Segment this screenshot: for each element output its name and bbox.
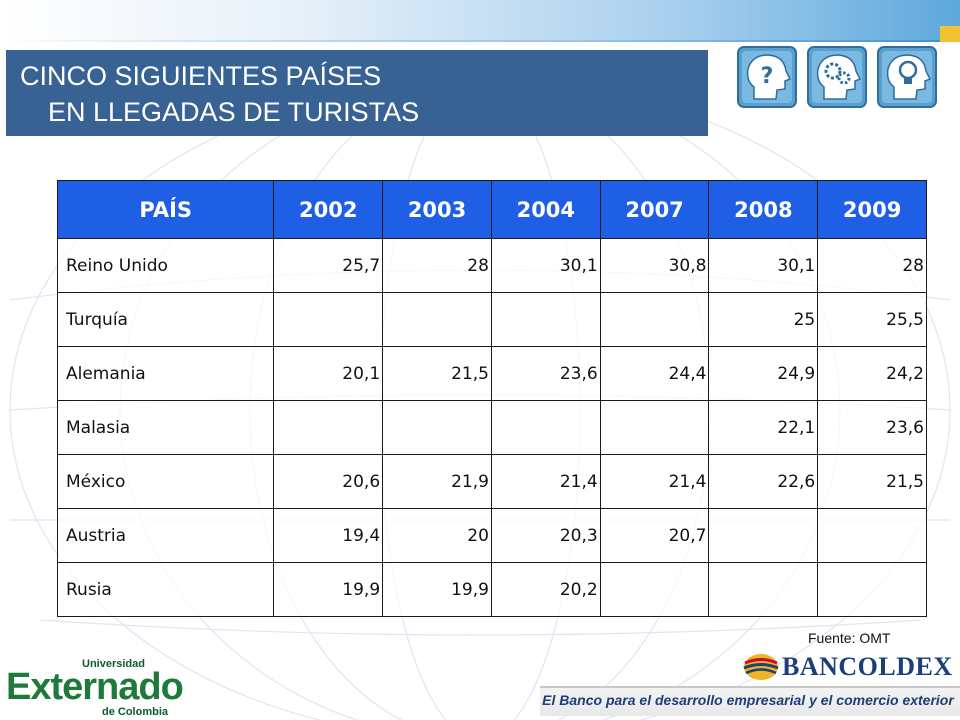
table-header-row: PAÍS 2002 2003 2004 2007 2008 2009 (56, 180, 927, 239)
value-cell (599, 292, 710, 347)
table-row: Alemania 20,1 21,5 23,6 24,4 24,9 24,2 (56, 346, 927, 401)
value-cell: 24,2 (817, 346, 927, 401)
header-2009: 2009 (817, 180, 927, 239)
source-note: Fuente: OMT (808, 630, 891, 646)
value-cell: 20,1 (273, 346, 384, 401)
value-cell (599, 400, 710, 455)
table-row: Rusia 19,9 19,9 20,2 (56, 562, 927, 617)
value-cell: 19,9 (273, 562, 384, 617)
value-cell: 23,6 (817, 400, 927, 455)
value-cell: 25 (708, 292, 819, 347)
value-cell: 22,6 (708, 454, 819, 509)
value-cell: 22,1 (708, 400, 819, 455)
value-cell: 21,9 (382, 454, 492, 509)
value-cell (490, 400, 601, 455)
svg-text:?: ? (761, 64, 774, 89)
externado-logo: Universidad Externado de Colombia (6, 658, 196, 720)
country-cell: México (56, 454, 275, 509)
value-cell: 20 (382, 508, 492, 563)
table-row: Malasia 22,1 23,6 (56, 400, 927, 455)
value-cell: 28 (817, 238, 927, 293)
country-cell: Austria (56, 508, 275, 563)
gears-head-icon (807, 46, 867, 108)
header-2007: 2007 (599, 180, 710, 239)
table-row: Austria 19,4 20 20,3 20,7 (56, 508, 927, 563)
header-2002: 2002 (273, 180, 384, 239)
tourist-arrivals-table: PAÍS 2002 2003 2004 2007 2008 2009 Reino… (56, 180, 927, 617)
value-cell: 20,2 (490, 562, 601, 617)
value-cell: 24,4 (599, 346, 710, 401)
value-cell: 30,1 (708, 238, 819, 293)
country-cell: Alemania (56, 346, 275, 401)
header-gradient-strip (0, 0, 960, 42)
value-cell (817, 508, 927, 563)
value-cell: 24,9 (708, 346, 819, 401)
value-cell: 21,5 (817, 454, 927, 509)
value-cell (273, 292, 384, 347)
header-pais: PAÍS (56, 180, 275, 239)
table-row: Reino Unido 25,7 28 30,1 30,8 30,1 28 (56, 238, 927, 293)
value-cell (817, 562, 927, 617)
value-cell (708, 508, 819, 563)
header-accent-block (940, 26, 960, 42)
value-cell: 19,9 (382, 562, 492, 617)
value-cell: 30,1 (490, 238, 601, 293)
value-cell: 20,6 (273, 454, 384, 509)
slide-title: CINCO SIGUIENTES PAÍSES EN LLEGADAS DE T… (6, 50, 708, 136)
country-cell: Malasia (56, 400, 275, 455)
bancoldex-mark-icon (743, 654, 779, 680)
value-cell (490, 292, 601, 347)
lightbulb-head-icon (877, 46, 937, 108)
head-icons-group: ? (736, 45, 942, 109)
table-row: México 20,6 21,9 21,4 21,4 22,6 21,5 (56, 454, 927, 509)
table-row: Turquía 25 25,5 (56, 292, 927, 347)
tagline-bar (540, 686, 960, 716)
value-cell: 25,5 (817, 292, 927, 347)
value-cell (273, 400, 384, 455)
value-cell: 21,4 (490, 454, 601, 509)
title-line-1: CINCO SIGUIENTES PAÍSES (20, 61, 382, 91)
value-cell (382, 292, 492, 347)
value-cell: 21,4 (599, 454, 710, 509)
header-2008: 2008 (708, 180, 819, 239)
value-cell (599, 562, 710, 617)
value-cell (708, 562, 819, 617)
externado-logo-bottom: de Colombia (102, 706, 169, 718)
country-cell: Rusia (56, 562, 275, 617)
value-cell: 21,5 (382, 346, 492, 401)
value-cell (382, 400, 492, 455)
header-2004: 2004 (490, 180, 601, 239)
question-head-icon: ? (737, 46, 797, 108)
country-cell: Turquía (56, 292, 275, 347)
value-cell: 20,3 (490, 508, 601, 563)
tagline-divider (540, 686, 960, 688)
value-cell: 25,7 (273, 238, 384, 293)
bancoldex-name: BANCOLDEX (782, 652, 953, 681)
externado-logo-name: Externado (6, 666, 184, 708)
externado-logo-top: Universidad (82, 658, 145, 670)
country-cell: Reino Unido (56, 238, 275, 293)
value-cell: 20,7 (599, 508, 710, 563)
value-cell: 23,6 (490, 346, 601, 401)
header-2003: 2003 (382, 180, 492, 239)
bancoldex-tagline: El Banco para el desarrollo empresarial … (542, 692, 954, 708)
value-cell: 30,8 (599, 238, 710, 293)
title-line-2: EN LLEGADAS DE TURISTAS (48, 97, 420, 127)
value-cell: 19,4 (273, 508, 384, 563)
value-cell: 28 (382, 238, 492, 293)
